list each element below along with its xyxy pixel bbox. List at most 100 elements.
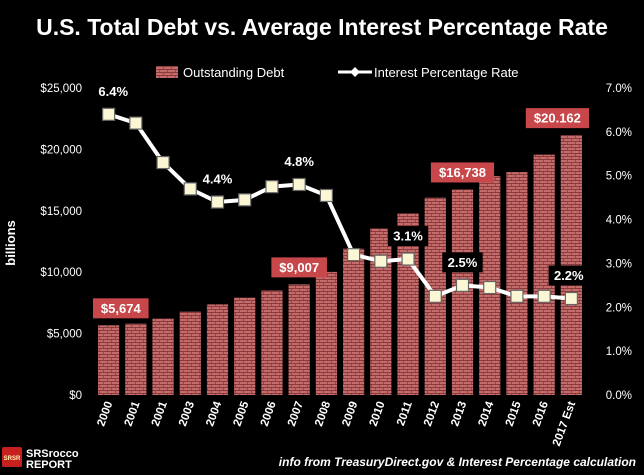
- callouts: $5,674 $9,007 $16,738 $20.162 6.4% 4.4% 4.8% 3.…: [93, 81, 589, 319]
- x-tick-label: 2013: [449, 400, 469, 428]
- left-tick-label: $0: [69, 390, 82, 402]
- interest-rate-marker: [483, 280, 497, 295]
- right-tick-label: 4.0%: [606, 215, 632, 227]
- y-axis-label: billions: [3, 220, 18, 266]
- rate-callout: 3.1%: [387, 226, 429, 247]
- rate-callout: 6.4%: [93, 81, 134, 102]
- interest-rate-marker: [238, 193, 252, 207]
- legend-outstanding-debt: Outstanding Debt: [183, 65, 285, 80]
- debt-bar: [560, 135, 583, 395]
- x-tick-label: 2006: [259, 400, 279, 428]
- left-tick-label: $25,000: [40, 83, 82, 95]
- debt-bar: [342, 248, 365, 395]
- x-tick-label: 2014: [477, 399, 497, 428]
- debt-callout-text: $16,738: [439, 165, 486, 180]
- x-tick-label: 2009: [340, 400, 360, 428]
- rate-callout-text: 2.2%: [554, 268, 584, 283]
- rate-callout-box: [548, 265, 589, 286]
- footer-source: info from TreasuryDirect.gov & Interest …: [279, 455, 636, 469]
- bars: [97, 135, 583, 395]
- x-tick-label: 2001: [150, 399, 170, 428]
- x-tick-label: 2015: [504, 399, 524, 428]
- interest-rate-path: [107, 112, 572, 301]
- right-tick-label: 7.0%: [606, 83, 632, 95]
- rate-callout-box: [197, 169, 238, 190]
- debt-bar: [97, 325, 120, 395]
- debt-callout: $20.162: [525, 108, 589, 129]
- debt-bar: [288, 284, 310, 395]
- x-tick-label: 2017 Est: [551, 400, 578, 448]
- debt-bar: [206, 304, 229, 395]
- debt-bar: [234, 297, 256, 395]
- x-tick-label: 2007: [286, 400, 306, 428]
- rate-callout: 4.4%: [197, 169, 238, 190]
- right-tick-label: 5.0%: [606, 171, 632, 183]
- right-tick-label: 2.0%: [606, 302, 632, 314]
- x-tick-label: 2011: [395, 399, 415, 427]
- rate-callout: 2.5%: [442, 252, 483, 273]
- debt-callout-box: [525, 108, 589, 129]
- rate-callout-box: [387, 226, 429, 247]
- interest-rate-marker: [319, 188, 333, 203]
- debt-callout-box: [93, 298, 149, 319]
- rate-callout-box: [278, 151, 320, 172]
- interest-rate-marker: [537, 289, 551, 303]
- rate-callout-text: 2.5%: [448, 255, 478, 270]
- debt-callout-text: $5,674: [101, 301, 142, 316]
- interest-rate-marker: [455, 278, 470, 292]
- debt-callout: $5,674: [93, 298, 149, 319]
- debt-callout: $9,007: [271, 257, 327, 278]
- right-tick-label: 0.0%: [606, 390, 632, 402]
- right-tick-label: 6.0%: [606, 127, 632, 139]
- interest-rate-marker: [401, 252, 415, 266]
- x-tick-label: 2005: [232, 399, 252, 428]
- x-tick-label: 2000: [95, 400, 115, 428]
- interest-rate-marker: [210, 195, 225, 209]
- legend-interest-rate: Interest Percentage Rate: [374, 65, 519, 80]
- debt-bar: [179, 311, 201, 395]
- rate-callout-text: 4.8%: [284, 154, 314, 169]
- interest-rate-marker: [374, 254, 388, 268]
- legend-bar-swatch: [156, 66, 178, 78]
- x-tick-label: 2010: [368, 400, 388, 428]
- interest-rate-marker: [347, 248, 361, 262]
- logo-badge: [2, 447, 22, 467]
- left-axis-ticks: $0 $5,000 $10,000 $15,000 $20,000 $25,000: [40, 83, 82, 402]
- debt-callout-text: $20.162: [534, 111, 581, 126]
- interest-rate-marker: [102, 107, 116, 121]
- interest-rate-marker: [292, 177, 306, 192]
- debt-callout-box: [271, 257, 327, 278]
- interest-rate-marker: [156, 155, 170, 170]
- left-tick-label: $20,000: [40, 144, 82, 156]
- x-axis-ticks: 2000 2001 2001 2003 2004 2005 2006 2007 2008 2009…: [95, 399, 578, 448]
- debt-callout: $16,738: [430, 162, 495, 183]
- debt-callout-text: $9,007: [279, 260, 319, 275]
- x-tick-label: 2004: [204, 399, 224, 428]
- right-tick-label: 1.0%: [606, 346, 632, 358]
- interest-rate-marker: [564, 291, 578, 306]
- debt-bar: [125, 323, 147, 395]
- x-tick-label: 2012: [422, 400, 442, 428]
- x-tick-label: 2003: [177, 400, 197, 428]
- interest-rate-marker: [183, 182, 197, 196]
- interest-rate-line: [102, 107, 578, 306]
- debt-callout-box: [430, 162, 495, 183]
- rate-callout: 2.2%: [548, 265, 589, 286]
- rate-callout-box: [93, 81, 134, 102]
- x-tick-label: 2016: [531, 400, 551, 428]
- logo-line2: REPORT: [26, 459, 72, 471]
- rate-callout: 4.8%: [278, 151, 320, 172]
- left-tick-label: $5,000: [47, 329, 82, 341]
- x-tick-label: 2001: [123, 399, 143, 428]
- right-axis-ticks: 0.0% 1.0% 2.0% 3.0% 4.0% 5.0% 6.0% 7.0%: [606, 83, 632, 402]
- rate-callout-text: 3.1%: [393, 229, 423, 244]
- logo-line1: SRSrocco: [26, 448, 79, 460]
- logo: SRSR SRSrocco REPORT: [2, 447, 79, 471]
- legend: Outstanding Debt Interest Percentage Rat…: [156, 65, 519, 80]
- debt-bar: [261, 290, 283, 395]
- chart-title: U.S. Total Debt vs. Average Interest Per…: [36, 14, 608, 40]
- interest-rate-marker: [510, 289, 524, 303]
- interest-rate-marker: [265, 180, 279, 194]
- interest-rate-marker: [428, 289, 442, 303]
- x-tick-label: 2008: [313, 399, 333, 428]
